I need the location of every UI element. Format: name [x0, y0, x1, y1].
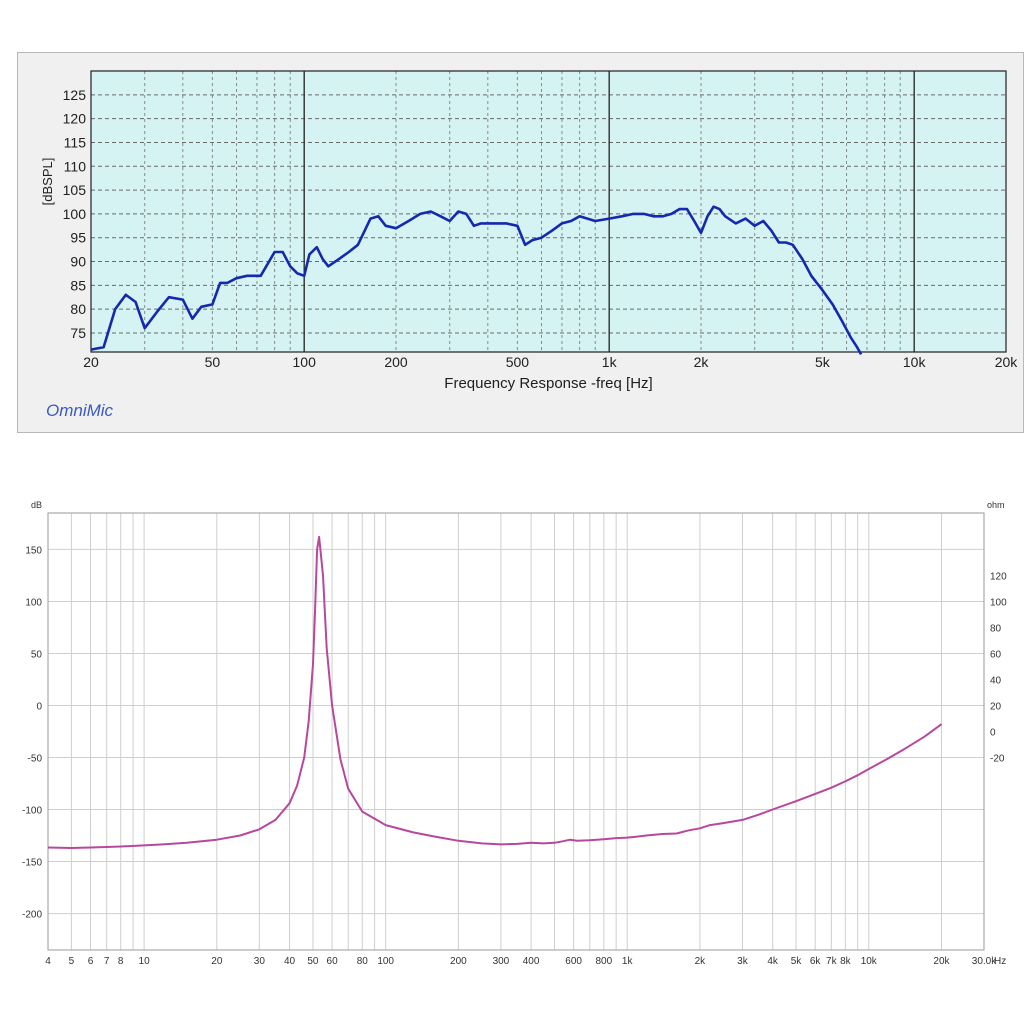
y-tick-label: 90: [70, 254, 86, 270]
right-y-tick-label: 60: [990, 649, 1002, 660]
left-y-tick-label: 150: [25, 545, 42, 556]
x-tick-label: 80: [357, 956, 369, 967]
plot-frame: [90, 70, 1007, 353]
x-tick-label: 3k: [737, 956, 749, 967]
x-tick-label: 60: [327, 956, 339, 967]
y-tick-label: 120: [63, 111, 87, 127]
x-tick-label: 5k: [791, 956, 803, 967]
x-tick-label: 200: [450, 956, 467, 967]
x-tick-label: 7: [104, 956, 110, 967]
y-tick-label: 75: [70, 325, 86, 341]
impedance-line: [47, 535, 943, 849]
left-y-tick-label: 100: [25, 597, 42, 608]
y-tick-label: 115: [64, 134, 87, 150]
x-tick-label: 10: [139, 956, 151, 967]
x-tick-label: 6: [88, 956, 94, 967]
y-tick-label: 85: [70, 277, 86, 293]
right-unit-label: ohm: [987, 500, 1005, 510]
right-y-tick-label: 40: [990, 675, 1002, 686]
frequency-response-chart: 75 80 85 90 95 100 105 110 115 120 125 20 50 100 200 50…: [40, 70, 1019, 392]
x-tick-label: 400: [523, 956, 540, 967]
x-tick-label: 100: [293, 354, 317, 370]
x-tick-label: 30: [254, 956, 266, 967]
left-y-tick-label: -200: [22, 910, 42, 921]
plot-frame: [47, 512, 985, 951]
x-tick-label: 50: [205, 354, 221, 370]
x-tick-label: 4k: [767, 956, 779, 967]
y-tick-label: 110: [64, 158, 87, 174]
right-y-tick-label: -20: [990, 754, 1005, 765]
left-y-tick-label: 0: [36, 701, 42, 712]
y-tick-label: 80: [70, 301, 86, 317]
x-tick-label: 20: [83, 354, 99, 370]
left-y-tick-label: -100: [22, 806, 42, 817]
frequency-response-line: [90, 205, 863, 356]
x-tick-label: 300: [493, 956, 510, 967]
x-tick-label: 800: [595, 956, 612, 967]
x-axis-label: Frequency Response -freq [Hz]: [444, 375, 652, 392]
x-tick-label: 20k: [933, 956, 950, 967]
left-y-tick-label: 50: [31, 649, 43, 660]
x-tick-label: 20: [211, 956, 223, 967]
x-tick-label: 1k: [622, 956, 634, 967]
x-tick-label: 4: [45, 956, 51, 967]
impedance-panel: [0, 490, 1024, 1024]
y-axis-label: [dBSPL]: [40, 158, 55, 206]
x-tick-label: 500: [506, 354, 530, 370]
right-y-tick-label: 100: [990, 597, 1007, 608]
x-tick-label: 100: [377, 956, 394, 967]
x-tick-label: 20k: [995, 354, 1019, 370]
right-y-tick-label: 0: [990, 728, 996, 739]
x-tick-label: 600: [565, 956, 582, 967]
left-y-tick-label: -150: [22, 858, 42, 869]
x-tick-label: 1k: [602, 354, 618, 370]
right-y-tick-label: 20: [990, 701, 1002, 712]
x-tick-label: 7k: [826, 956, 838, 967]
x-tick-label: 30.0k: [972, 956, 997, 967]
y-tick-label: 100: [63, 206, 87, 222]
plot-area: [91, 71, 1006, 352]
x-tick-label: 6k: [810, 956, 822, 967]
x-tick-label: 8: [118, 956, 124, 967]
x-unit-label: Hz: [994, 956, 1006, 967]
y-tick-label: 95: [70, 230, 86, 246]
right-y-tick-label: 120: [990, 571, 1007, 582]
left-unit-label: dB: [31, 500, 42, 510]
left-y-tick-label: -50: [28, 754, 43, 765]
x-tick-label: 50: [307, 956, 319, 967]
x-tick-label: 2k: [694, 354, 710, 370]
x-tick-label: 8k: [840, 956, 852, 967]
x-tick-label: 10k: [861, 956, 878, 967]
omnimic-brand-label: OmniMic: [46, 401, 114, 420]
right-y-tick-label: 80: [990, 623, 1002, 634]
x-tick-label: 10k: [903, 354, 927, 370]
x-tick-label: 40: [284, 956, 296, 967]
x-tick-label: 200: [384, 354, 408, 370]
x-tick-label: 5k: [815, 354, 831, 370]
y-tick-label: 105: [63, 182, 87, 198]
y-tick-label: 125: [63, 87, 87, 103]
x-tick-label: 2k: [695, 956, 707, 967]
x-tick-label: 5: [69, 956, 75, 967]
